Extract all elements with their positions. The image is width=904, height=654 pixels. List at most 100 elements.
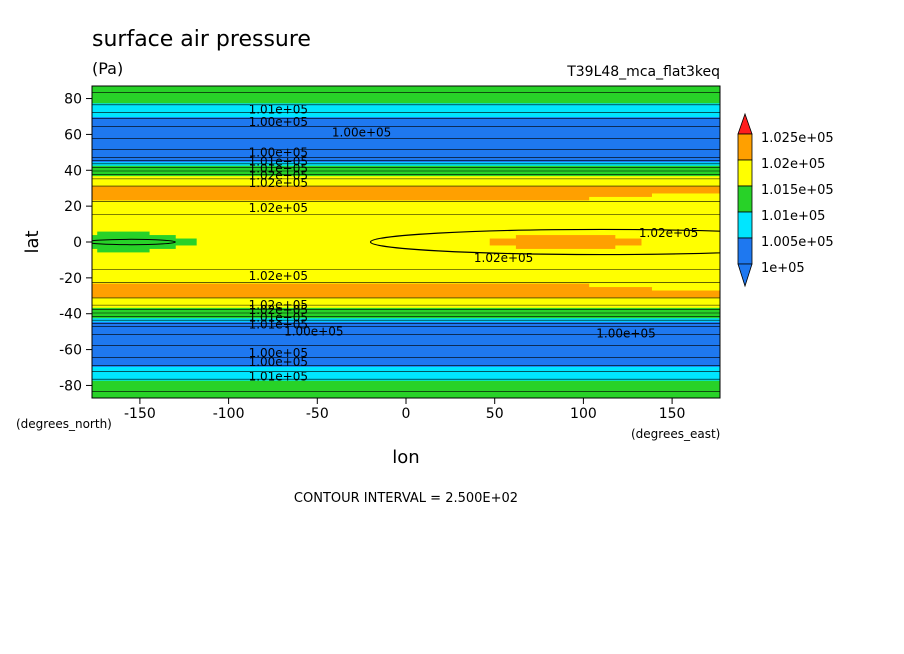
field-cell	[92, 359, 720, 364]
plot-area: 1.01e+051.00e+051.00e+051.00e+051.01e+05…	[92, 86, 720, 398]
field-cell	[92, 99, 720, 104]
field-cell	[92, 346, 720, 351]
colorbar: 1e+05 1.005e+05 1.01e+05 1.015e+05 1.02e+05 1…	[737, 112, 834, 288]
y-tick-label: 60	[64, 127, 82, 143]
field-cell	[92, 245, 177, 250]
field-cell	[92, 103, 720, 108]
field-cell	[92, 210, 720, 215]
y-tick-label: 80	[64, 92, 82, 108]
field-cell	[92, 328, 720, 333]
contour-label: 1.02e+05	[249, 303, 308, 317]
field-cell	[92, 342, 720, 347]
field-cell	[92, 207, 720, 212]
x-tick-label: 50	[486, 406, 504, 422]
field-cell	[92, 325, 720, 330]
field-cell	[92, 339, 720, 344]
contour-label: 1.01e+05	[249, 310, 308, 324]
field-cell	[92, 120, 720, 125]
field-cell	[92, 373, 720, 378]
field-cell	[92, 297, 720, 302]
field-cell	[92, 242, 198, 247]
x-tick-label: 0	[402, 406, 411, 422]
field-cell	[92, 134, 720, 139]
y-tick-label: -40	[59, 307, 82, 323]
colorbar-label: 1e+05	[761, 261, 805, 276]
field-cell	[175, 235, 517, 240]
y-axis-label: lat	[22, 230, 43, 253]
field-cell	[92, 214, 720, 219]
field-cell	[92, 228, 720, 233]
contour-label: 1.02e+05	[474, 251, 533, 265]
field-cell	[615, 245, 720, 250]
colorbar-label: 1.005e+05	[761, 235, 834, 250]
contour-label: 1.02e+05	[639, 226, 698, 240]
field-cell	[92, 370, 720, 375]
field-cell	[489, 238, 643, 243]
axes: -150 -100 -50 0 50 100 150 -80 -60 -40 -20 0 20 40 60 8…	[59, 92, 686, 422]
contour-interval-note: CONTOUR INTERVAL = 2.500E+02	[294, 491, 518, 506]
field-cell	[92, 384, 720, 389]
field-cell	[92, 235, 177, 240]
contour-label: 1.00e+05	[284, 325, 343, 339]
contour-label: 1.01e+05	[249, 318, 308, 332]
field-cell	[92, 179, 720, 184]
field-cell	[615, 235, 720, 240]
chart-title: surface air pressure	[92, 27, 311, 52]
colorbar-label: 1.015e+05	[761, 183, 834, 198]
y-tick-label: 0	[73, 235, 82, 251]
x-axis-units: (degrees_east)	[631, 427, 720, 441]
field-cell	[92, 155, 720, 160]
colorbar-label: 1.01e+05	[761, 209, 825, 224]
dataset-label: T39L48_mca_flat3keq	[566, 64, 720, 80]
field-cell	[92, 259, 720, 264]
field-cell	[92, 200, 720, 205]
field-cell	[92, 255, 720, 260]
field-cell	[92, 269, 720, 274]
contour-label: 1.02e+05	[249, 298, 308, 312]
field-cell	[92, 238, 198, 243]
x-tick-label: 150	[659, 406, 686, 422]
field-cell	[92, 186, 720, 191]
field-cell	[92, 290, 720, 295]
field-cell	[92, 203, 720, 208]
field-cell	[641, 242, 720, 247]
contour-label: 1.00e+05	[332, 126, 391, 140]
field-cell	[92, 106, 720, 111]
field-cell	[92, 217, 720, 222]
colorbar-label: 1.025e+05	[761, 131, 834, 146]
field-cell	[92, 131, 720, 136]
contour-label: 1.01e+05	[249, 154, 308, 168]
field-cell	[92, 224, 720, 229]
field-cell	[92, 176, 720, 181]
field-cell	[651, 193, 720, 198]
field-cell	[92, 294, 720, 299]
field-cell	[92, 321, 720, 326]
field-cell	[92, 141, 720, 146]
field-cell	[92, 162, 720, 167]
field-cell	[92, 262, 720, 267]
colorbar-swatch	[737, 133, 753, 161]
field-cell	[92, 363, 720, 368]
field-cell	[515, 245, 616, 250]
contour-label: 1.02e+05	[249, 169, 308, 183]
x-axis-label: lon	[392, 447, 419, 468]
field-cell	[92, 311, 720, 316]
field-cell	[92, 304, 720, 309]
y-tick-label: -60	[59, 343, 82, 359]
y-tick-label: -20	[59, 271, 82, 287]
field-cell	[489, 242, 643, 247]
field-cell	[92, 300, 720, 305]
field-cell	[92, 193, 653, 198]
contour-label: 1.00e+05	[249, 115, 308, 129]
field-cell	[92, 352, 720, 357]
field-cell	[92, 138, 720, 143]
field-cell	[92, 387, 720, 392]
field-cell	[92, 391, 720, 396]
field-cell	[92, 196, 590, 201]
colorbar-top-arrow	[737, 112, 753, 135]
contour-line	[369, 228, 720, 256]
field-cell	[97, 231, 151, 236]
colorbar-label: 1.02e+05	[761, 157, 825, 172]
field-cell	[92, 148, 720, 153]
